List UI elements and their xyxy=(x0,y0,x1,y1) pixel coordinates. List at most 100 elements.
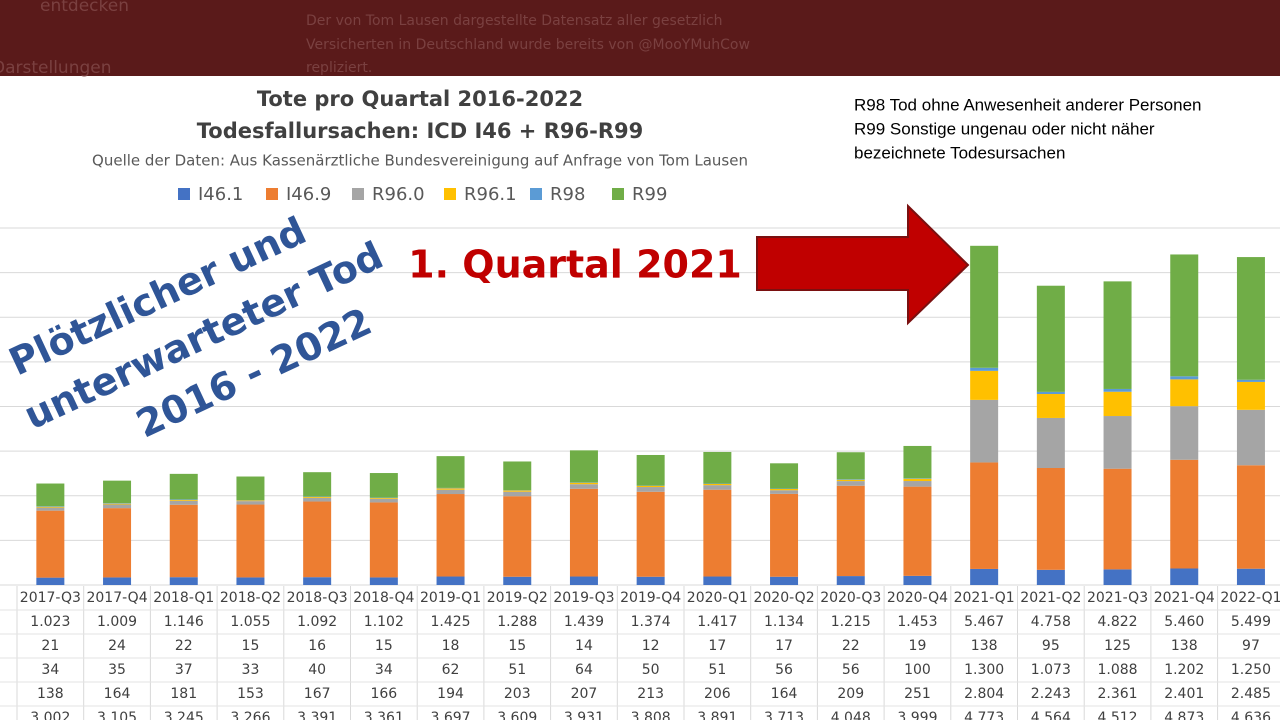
note-line: R98 Tod ohne Anwesenheit anderer Persone… xyxy=(854,95,1202,114)
bar-segment xyxy=(569,488,598,577)
table-cell: 34 xyxy=(375,662,393,678)
bar-segment xyxy=(770,493,799,577)
table-cell: 138 xyxy=(971,638,998,654)
bar-segment xyxy=(1036,417,1065,468)
bar-segment xyxy=(903,575,932,585)
table-cell: 1.055 xyxy=(230,614,270,630)
x-tick-label: 2021-Q4 xyxy=(1154,590,1215,606)
legend-label: R96.0 xyxy=(372,184,425,205)
x-tick-label: 2020-Q3 xyxy=(820,590,881,606)
x-tick-label: 2019-Q2 xyxy=(487,590,548,606)
bar-segment xyxy=(970,399,999,463)
bar-segment xyxy=(369,502,398,578)
bar-segment xyxy=(1170,568,1199,585)
table-cell: 3.391 xyxy=(297,710,337,720)
bar-segment xyxy=(703,451,732,484)
x-tick-label: 2020-Q4 xyxy=(887,590,948,606)
bar-segment xyxy=(36,506,65,508)
bar-segment xyxy=(503,496,532,577)
bar-segment xyxy=(836,479,865,482)
bar-segment xyxy=(1170,376,1199,380)
arrow xyxy=(756,203,970,326)
table-cell: 138 xyxy=(37,686,64,702)
table-cell: 125 xyxy=(1104,638,1131,654)
legend-label: I46.1 xyxy=(198,184,243,205)
table-cell: 21 xyxy=(41,638,59,654)
bar-segment xyxy=(836,452,865,480)
bg-text: Darstellungen xyxy=(0,58,112,78)
table-cell: 2.243 xyxy=(1031,686,1071,702)
table-cell: 3.245 xyxy=(164,710,204,720)
table-cell: 1.215 xyxy=(831,614,871,630)
bar-segment xyxy=(903,445,932,479)
table-cell: 1.374 xyxy=(631,614,671,630)
bar-segment xyxy=(436,489,465,495)
table-cell: 16 xyxy=(308,638,326,654)
table-cell: 164 xyxy=(771,686,798,702)
bar-segment xyxy=(636,485,665,488)
table-cell: 2.485 xyxy=(1231,686,1271,702)
table-cell: 213 xyxy=(637,686,664,702)
bg-text: entdecken xyxy=(40,0,129,16)
bg-text: Der von Tom Lausen dargestellte Datensat… xyxy=(306,13,723,29)
bar-segment xyxy=(1170,406,1199,460)
table-cell: 50 xyxy=(642,662,660,678)
table-cell: 51 xyxy=(508,662,526,678)
x-tick-label: 2019-Q3 xyxy=(553,590,614,606)
table-cell: 1.202 xyxy=(1164,662,1204,678)
table-cell: 166 xyxy=(370,686,397,702)
legend-label: I46.9 xyxy=(286,184,331,205)
bar-segment xyxy=(236,577,265,585)
bar-segment xyxy=(1103,391,1132,417)
table-cell: 164 xyxy=(104,686,131,702)
table-cell: 14 xyxy=(575,638,593,654)
table-cell: 4.822 xyxy=(1098,614,1138,630)
bg-text: repliziert. xyxy=(306,60,372,76)
bar-segment xyxy=(503,461,532,491)
table-cell: 4.758 xyxy=(1031,614,1071,630)
table-cell: 56 xyxy=(842,662,860,678)
x-tick-label: 2020-Q2 xyxy=(753,590,814,606)
bar-segment xyxy=(303,501,332,578)
table-cell: 207 xyxy=(571,686,598,702)
bar-segment xyxy=(569,450,598,483)
bar-segment xyxy=(703,576,732,585)
table-cell: 1.425 xyxy=(431,614,471,630)
x-tick-label: 2021-Q3 xyxy=(1087,590,1148,606)
bar-segment xyxy=(703,485,732,490)
table-cell: 209 xyxy=(837,686,864,702)
chart-subtitle: Todesfallursachen: ICD I46 + R96-R99 xyxy=(197,119,643,143)
bar-segment xyxy=(970,462,999,569)
table-cell: 138 xyxy=(1171,638,1198,654)
bar-segment xyxy=(836,481,865,486)
bar-segment xyxy=(303,577,332,585)
bar-segment xyxy=(903,481,932,487)
bar-segment xyxy=(169,577,198,585)
table-cell: 22 xyxy=(842,638,860,654)
table-cell: 3.931 xyxy=(564,710,604,720)
table-cell: 3.713 xyxy=(764,710,804,720)
x-tick-label: 2018-Q3 xyxy=(287,590,348,606)
bar-segment xyxy=(703,489,732,577)
table-cell: 4.512 xyxy=(1098,710,1138,720)
bar-segment xyxy=(169,500,198,505)
legend-swatch xyxy=(612,188,624,200)
bar-segment xyxy=(303,496,332,498)
table-cell: 4.636 xyxy=(1231,710,1271,720)
legend-label: R96.1 xyxy=(464,184,517,205)
bar-segment xyxy=(636,576,665,585)
table-cell: 34 xyxy=(41,662,59,678)
bar-segment xyxy=(770,488,799,491)
legend-swatch xyxy=(266,188,278,200)
table-cell: 1.102 xyxy=(364,614,404,630)
bar-segment xyxy=(1236,409,1265,466)
legend-swatch xyxy=(444,188,456,200)
table-cell: 15 xyxy=(242,638,260,654)
x-tick-label: 2020-Q1 xyxy=(687,590,748,606)
x-tick-label: 2018-Q1 xyxy=(153,590,214,606)
bar-segment xyxy=(436,488,465,490)
table-cell: 95 xyxy=(1042,638,1060,654)
bar-segment xyxy=(1170,379,1199,407)
table-cell: 35 xyxy=(108,662,126,678)
